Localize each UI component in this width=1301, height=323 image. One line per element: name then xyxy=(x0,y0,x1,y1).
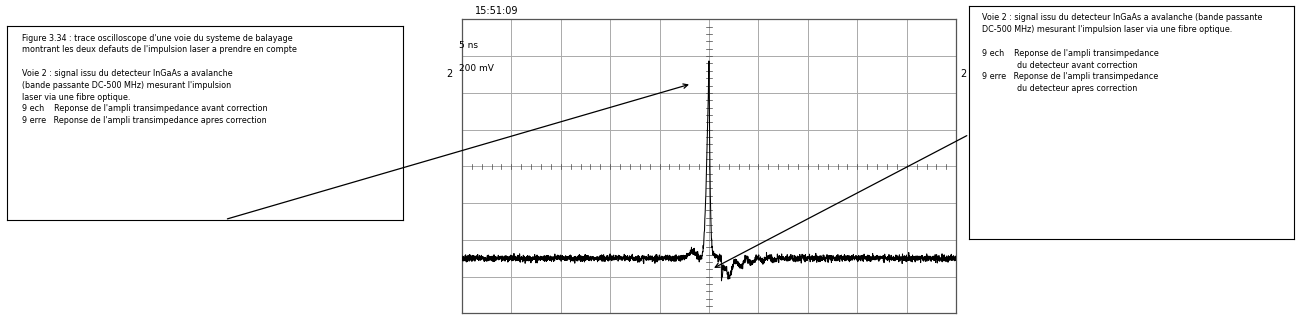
Text: Voie 2 : signal issu du detecteur InGaAs a avalanche (bande passante
DC-500 MHz): Voie 2 : signal issu du detecteur InGaAs… xyxy=(982,14,1263,93)
Text: 200 mV: 200 mV xyxy=(459,64,494,73)
Text: Figure 3.34 : trace oscilloscope d'une voie du systeme de balayage
montrant les : Figure 3.34 : trace oscilloscope d'une v… xyxy=(22,34,297,125)
Text: 5 ns: 5 ns xyxy=(459,41,479,50)
Text: 2: 2 xyxy=(960,69,967,79)
Text: 15:51:09: 15:51:09 xyxy=(475,6,518,16)
Text: 2: 2 xyxy=(446,69,453,79)
